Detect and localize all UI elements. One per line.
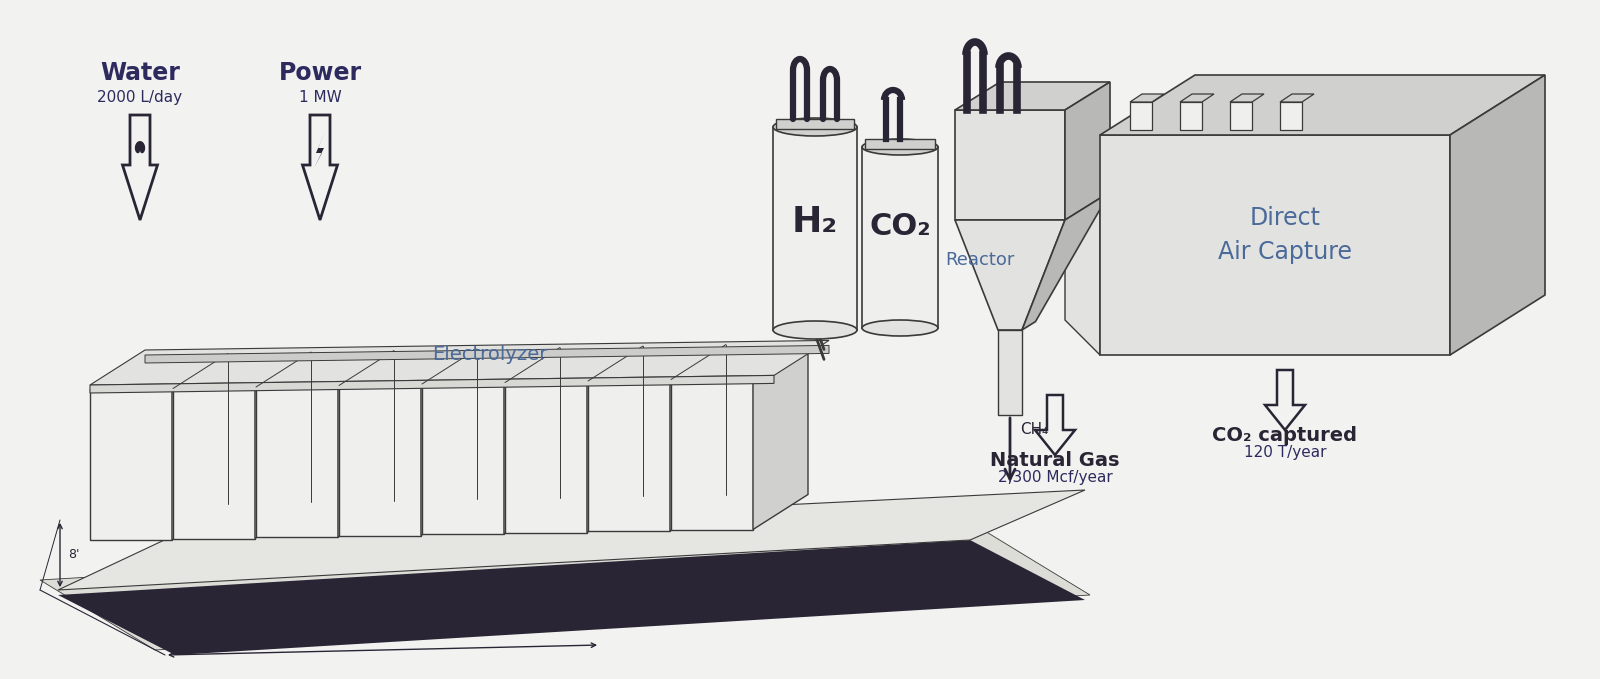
- Polygon shape: [1101, 75, 1546, 135]
- Polygon shape: [670, 380, 754, 530]
- Text: 2,300 Mcf/year: 2,300 Mcf/year: [998, 470, 1112, 485]
- Polygon shape: [90, 390, 173, 540]
- Polygon shape: [422, 384, 504, 534]
- Text: Power: Power: [278, 61, 362, 85]
- Polygon shape: [146, 346, 829, 363]
- Polygon shape: [506, 348, 642, 382]
- Text: Direct
Air Capture: Direct Air Capture: [1218, 206, 1352, 263]
- Polygon shape: [1130, 102, 1152, 130]
- Polygon shape: [90, 340, 829, 385]
- Polygon shape: [338, 352, 394, 537]
- Text: 2000 L/day: 2000 L/day: [98, 90, 182, 105]
- Polygon shape: [1450, 75, 1546, 355]
- Polygon shape: [422, 349, 558, 384]
- Polygon shape: [1280, 94, 1314, 102]
- Polygon shape: [589, 346, 725, 381]
- Polygon shape: [1022, 192, 1110, 330]
- Polygon shape: [256, 387, 338, 537]
- Ellipse shape: [773, 321, 858, 339]
- Polygon shape: [504, 349, 558, 534]
- Polygon shape: [754, 344, 808, 530]
- Polygon shape: [173, 388, 254, 538]
- Polygon shape: [173, 354, 310, 388]
- Ellipse shape: [862, 320, 938, 336]
- Text: 1 MW: 1 MW: [299, 90, 341, 105]
- Text: 120 T/year: 120 T/year: [1243, 445, 1326, 460]
- Polygon shape: [955, 220, 1066, 330]
- Polygon shape: [40, 525, 1090, 650]
- Polygon shape: [670, 344, 808, 380]
- Polygon shape: [862, 147, 938, 328]
- Text: Natural Gas: Natural Gas: [990, 451, 1120, 470]
- Polygon shape: [1130, 94, 1165, 102]
- Polygon shape: [314, 132, 325, 168]
- Polygon shape: [90, 375, 774, 393]
- Text: H₂: H₂: [792, 206, 838, 240]
- Polygon shape: [776, 119, 854, 129]
- Polygon shape: [339, 386, 421, 536]
- Ellipse shape: [862, 139, 938, 155]
- Polygon shape: [866, 139, 934, 149]
- Text: Reactor: Reactor: [946, 251, 1014, 269]
- Polygon shape: [670, 346, 725, 531]
- Text: 8': 8': [67, 549, 80, 562]
- Polygon shape: [1280, 102, 1302, 130]
- Polygon shape: [1066, 201, 1101, 355]
- Polygon shape: [955, 82, 1110, 110]
- Polygon shape: [254, 354, 310, 538]
- Text: CO₂: CO₂: [869, 212, 931, 241]
- Text: CH₄: CH₄: [1021, 422, 1048, 437]
- Polygon shape: [1101, 135, 1450, 355]
- Text: CO₂ captured: CO₂ captured: [1213, 426, 1357, 445]
- Polygon shape: [998, 330, 1022, 415]
- Polygon shape: [1181, 94, 1214, 102]
- Polygon shape: [134, 141, 146, 153]
- Polygon shape: [421, 350, 477, 536]
- Text: Water: Water: [101, 61, 179, 85]
- Polygon shape: [90, 355, 227, 390]
- Polygon shape: [173, 355, 227, 540]
- Text: 100': 100': [398, 629, 426, 642]
- Polygon shape: [506, 382, 587, 532]
- Polygon shape: [589, 381, 670, 531]
- Text: Electrolyzer: Electrolyzer: [432, 346, 547, 365]
- Polygon shape: [587, 348, 642, 532]
- Polygon shape: [1066, 82, 1110, 220]
- Polygon shape: [773, 127, 858, 330]
- Polygon shape: [256, 352, 394, 387]
- Polygon shape: [58, 490, 1085, 590]
- Polygon shape: [955, 110, 1066, 220]
- Polygon shape: [58, 540, 1085, 655]
- Polygon shape: [339, 350, 477, 386]
- Polygon shape: [1230, 94, 1264, 102]
- Polygon shape: [1230, 102, 1251, 130]
- Polygon shape: [1181, 102, 1202, 130]
- Ellipse shape: [773, 118, 858, 136]
